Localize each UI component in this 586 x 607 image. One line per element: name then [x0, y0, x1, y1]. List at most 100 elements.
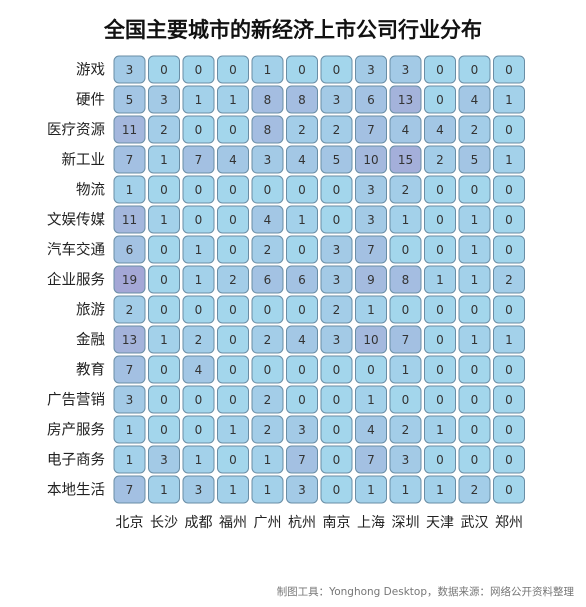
heatmap-cell — [148, 415, 180, 444]
x-axis-label: 南京 — [323, 515, 351, 531]
cell-value-label: 3 — [160, 453, 168, 467]
heatmap-cell — [493, 55, 525, 84]
heatmap-cell — [424, 235, 456, 264]
cell-value-label: 1 — [229, 423, 237, 437]
heatmap-cell — [424, 475, 456, 504]
heatmap-cell — [458, 445, 491, 474]
cell-value-label: 1 — [229, 483, 237, 497]
cell-value-label: 0 — [195, 213, 203, 227]
heatmap-cell — [493, 175, 525, 204]
heatmap-cell — [458, 85, 491, 114]
cell-value-label: 0 — [195, 63, 203, 77]
cell-value-label: 0 — [505, 393, 513, 407]
cell-value-label: 1 — [126, 453, 134, 467]
heatmap-cell — [355, 355, 387, 384]
heatmap-cell — [389, 175, 422, 204]
cell-value-label: 0 — [436, 333, 444, 347]
cell-value-label: 3 — [402, 63, 410, 77]
cell-value-label: 3 — [298, 423, 306, 437]
cell-value-label: 1 — [160, 213, 168, 227]
cell-value-label: 3 — [367, 213, 375, 227]
cell-value-label: 3 — [402, 453, 410, 467]
cell-value-label: 0 — [505, 183, 513, 197]
heatmap-cell — [286, 265, 318, 294]
heatmap-cell — [493, 265, 525, 294]
heatmap-cell — [458, 175, 491, 204]
cell-value-label: 0 — [229, 363, 237, 377]
heatmap-cell — [424, 205, 456, 234]
heatmap-cell — [424, 355, 456, 384]
heatmap-cell — [286, 55, 318, 84]
cell-value-label: 0 — [436, 63, 444, 77]
heatmap-cell — [355, 385, 387, 414]
cell-value-label: 0 — [195, 303, 203, 317]
cell-value-label: 1 — [367, 483, 375, 497]
heatmap-cell — [148, 475, 180, 504]
cell-value-label: 3 — [298, 483, 306, 497]
heatmap-cell — [182, 175, 215, 204]
cell-value-label: 0 — [229, 213, 237, 227]
cell-value-label: 7 — [367, 453, 375, 467]
heatmap-cell — [458, 325, 491, 354]
x-axis-label: 天津 — [426, 515, 454, 531]
heatmap-cell — [217, 445, 249, 474]
cell-value-label: 1 — [160, 483, 168, 497]
cell-value-label: 1 — [264, 63, 272, 77]
cell-value-label: 0 — [333, 63, 341, 77]
cell-value-label: 2 — [126, 303, 134, 317]
cell-value-label: 0 — [367, 363, 375, 377]
cell-value-label: 2 — [160, 123, 168, 137]
heatmap-cell — [320, 85, 353, 114]
x-axis-label: 郑州 — [495, 515, 523, 531]
heatmap-cell — [424, 175, 456, 204]
cell-value-label: 0 — [333, 363, 341, 377]
cell-value-label: 8 — [298, 93, 306, 107]
cell-value-label: 4 — [402, 123, 410, 137]
heatmap-cell — [148, 385, 180, 414]
cell-value-label: 0 — [298, 303, 306, 317]
heatmap-cell — [217, 85, 249, 114]
cell-value-label: 0 — [298, 183, 306, 197]
cell-value-label: 0 — [505, 483, 513, 497]
cell-value-label: 0 — [471, 303, 479, 317]
heatmap-cell — [458, 475, 491, 504]
heatmap-cell — [217, 475, 249, 504]
cell-value-label: 0 — [195, 183, 203, 197]
cell-value-label: 11 — [122, 123, 137, 137]
heatmap-cell — [389, 475, 422, 504]
heatmap-cell — [251, 265, 284, 294]
heatmap-cell — [355, 115, 387, 144]
heatmap-cell — [286, 235, 318, 264]
heatmap-cell — [493, 145, 525, 174]
heatmap-cell — [458, 205, 491, 234]
heatmap-cell — [251, 385, 284, 414]
heatmap-cell — [182, 55, 215, 84]
cell-value-label: 0 — [402, 243, 410, 257]
heatmap-cell — [251, 475, 284, 504]
cell-value-label: 0 — [333, 453, 341, 467]
y-axis-label: 文娱传媒 — [47, 212, 105, 229]
heatmap-cell — [148, 265, 180, 294]
cell-value-label: 6 — [298, 273, 306, 287]
cell-value-label: 0 — [160, 393, 168, 407]
cell-value-label: 0 — [505, 363, 513, 377]
heatmap-cell — [493, 235, 525, 264]
heatmap-cell — [493, 295, 525, 324]
cell-value-label: 4 — [436, 123, 444, 137]
heatmap-cell — [286, 145, 318, 174]
heatmap-cell — [113, 265, 146, 294]
heatmap-cell — [217, 265, 249, 294]
cell-value-label: 10 — [363, 333, 378, 347]
heatmap-cell — [217, 385, 249, 414]
cell-value-label: 7 — [402, 333, 410, 347]
y-axis-label: 物流 — [76, 182, 105, 199]
heatmap-cell — [320, 415, 353, 444]
heatmap-cell — [251, 445, 284, 474]
cell-value-label: 0 — [436, 93, 444, 107]
heatmap-cell — [148, 235, 180, 264]
heatmap-cell — [424, 85, 456, 114]
heatmap-cell — [286, 355, 318, 384]
heatmap-cell — [182, 475, 215, 504]
heatmap-cell — [148, 85, 180, 114]
cell-value-label: 0 — [471, 183, 479, 197]
